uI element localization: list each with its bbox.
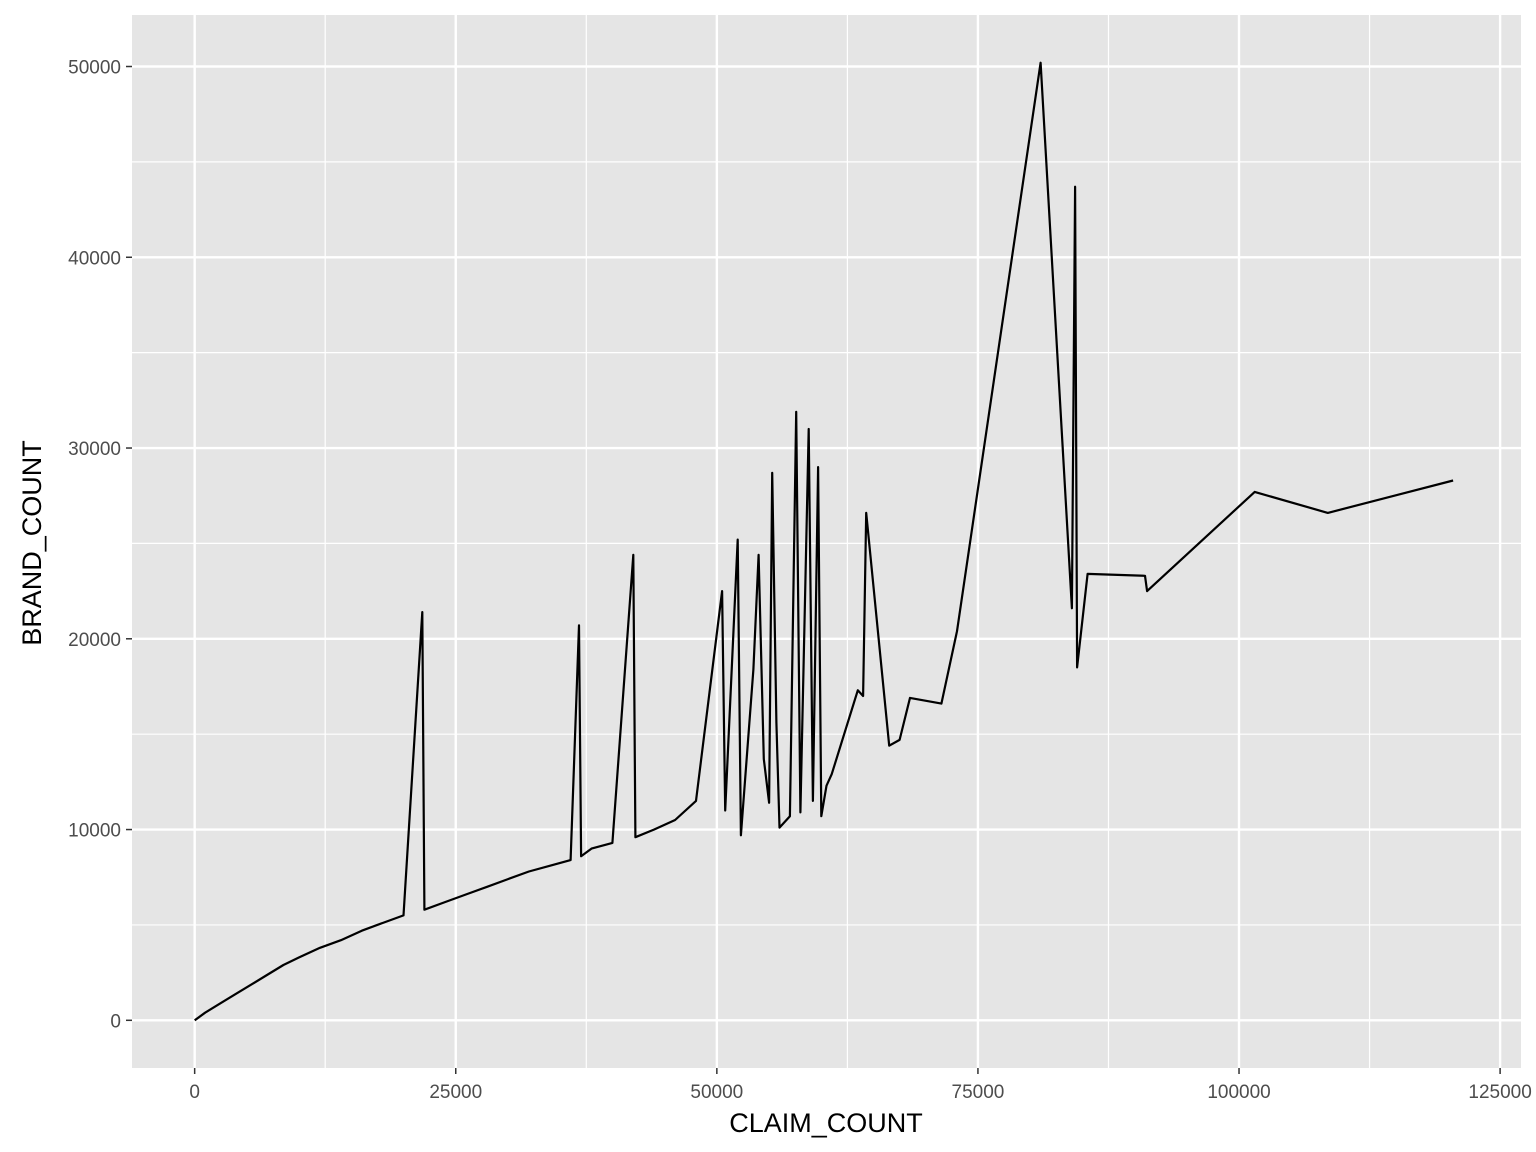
series-layer	[194, 61, 1454, 1022]
y-tick-label: 40000	[68, 248, 121, 269]
x-tick-label: 75000	[952, 1082, 1005, 1103]
x-axis: 0 25000 50000 75000 100000 125000	[189, 1068, 1532, 1103]
major-gridlines	[132, 15, 1521, 1068]
y-axis: 0 10000 20000 30000 40000 50000	[68, 58, 132, 1032]
x-tick-label: 100000	[1207, 1082, 1270, 1103]
x-tick-label: 0	[189, 1082, 200, 1103]
y-tick-label: 10000	[68, 821, 121, 842]
y-tick-label: 0	[110, 1011, 121, 1032]
minor-gridlines	[132, 15, 1521, 1068]
y-axis-title: BRAND_COUNT	[17, 440, 47, 646]
y-tick-label: 50000	[68, 58, 121, 79]
x-axis-title: CLAIM_COUNT	[729, 1108, 923, 1138]
x-tick-label: 25000	[429, 1082, 482, 1103]
y-tick-label: 30000	[68, 439, 121, 460]
x-tick-label: 50000	[690, 1082, 743, 1103]
x-tick-label: 125000	[1468, 1082, 1531, 1103]
series-line-0	[194, 61, 1454, 1022]
y-tick-label: 20000	[68, 630, 121, 651]
plot-panel	[132, 15, 1521, 1068]
